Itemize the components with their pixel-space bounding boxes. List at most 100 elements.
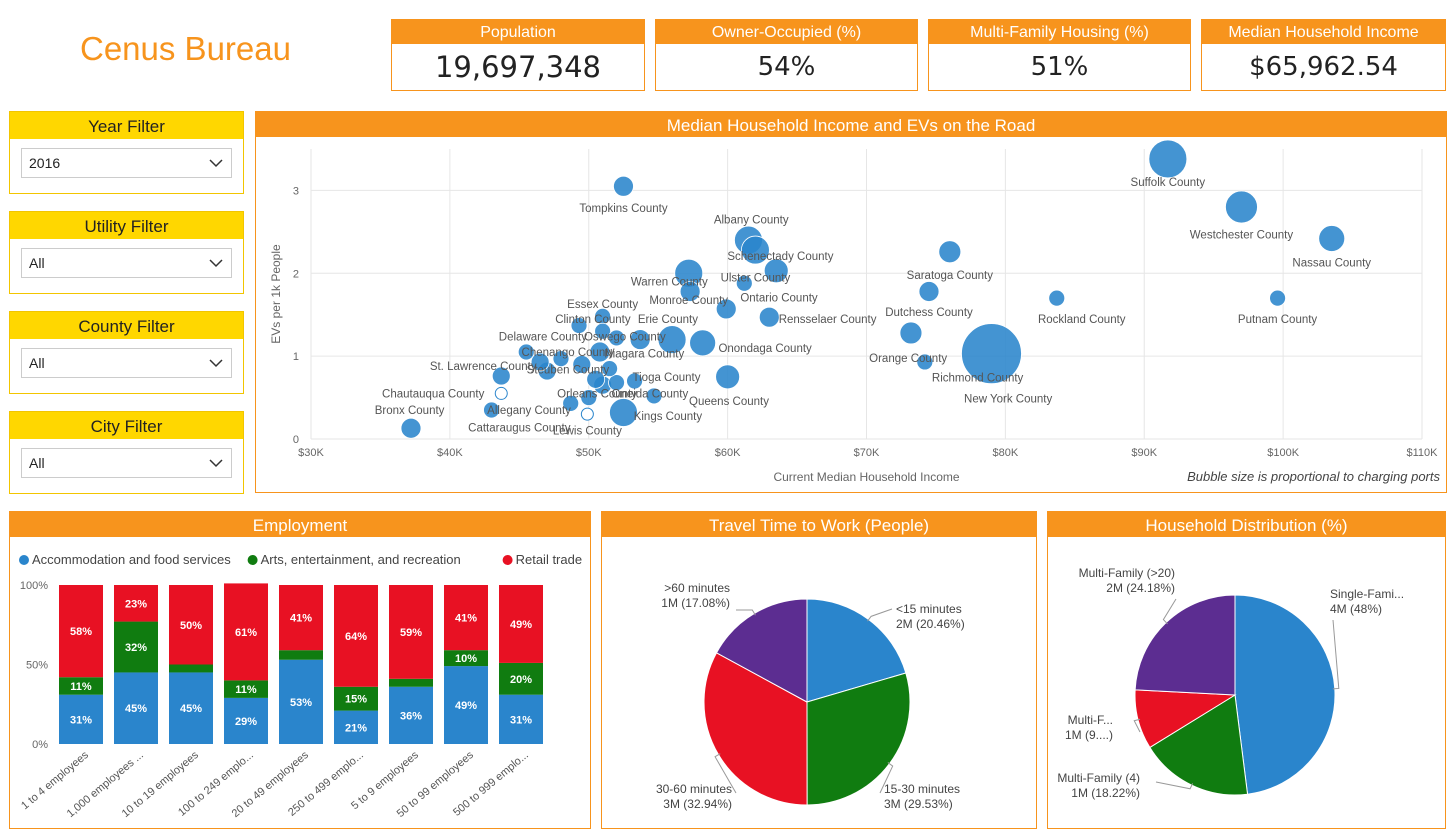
bar-data-label: 31% — [70, 714, 92, 726]
bar-data-label: 11% — [235, 684, 257, 696]
pie-slice-name: 15-30 minutes — [884, 782, 960, 796]
bar-data-label: 36% — [400, 710, 422, 722]
utility-filter-dropdown[interactable]: All — [21, 248, 232, 278]
x-tick-label: $60K — [715, 447, 741, 459]
kpi-label: Owner-Occupied (%) — [656, 20, 917, 44]
bubble-label: Saratoga County — [907, 270, 994, 282]
travel-panel-title: Travel Time to Work (People) — [602, 512, 1036, 537]
bar-segment — [279, 585, 323, 651]
bar-segment — [169, 585, 213, 665]
data-bubble — [916, 353, 934, 371]
scatter-chart: $30K $40K $50K $60K $70K $80K $90K $100K $110K 0 1… — [269, 139, 1440, 484]
bar-data-label: 59% — [400, 627, 422, 639]
bar-segment — [169, 664, 213, 673]
kpi-card-owner-occupied: Owner-Occupied (%) 54% — [655, 19, 918, 91]
x-tick-label: $40K — [437, 447, 463, 459]
chevron-down-icon — [209, 159, 223, 168]
chevron-down-icon — [209, 259, 223, 268]
data-bubble — [715, 364, 741, 390]
bubble-label: Oswego County — [584, 331, 666, 343]
household-pie-chart: Single-Fami...4M (48%)Multi-Family (4)1M… — [1057, 566, 1404, 800]
kpi-value: $65,962.54 — [1249, 52, 1398, 82]
data-bubble — [517, 343, 535, 361]
bubble-label: Ontario County — [740, 292, 818, 304]
chevron-down-icon — [209, 459, 223, 468]
bar-segment — [114, 672, 158, 744]
city-filter-dropdown[interactable]: All — [21, 448, 232, 478]
bubble-label: Niagara County — [604, 349, 684, 361]
bar-data-label: 20% — [510, 674, 532, 686]
pie-slice-value: 1M (9....) — [1065, 728, 1113, 742]
bar-segment — [224, 583, 268, 681]
bar-data-label: 23% — [125, 598, 147, 610]
year-filter-dropdown[interactable]: 2016 — [21, 148, 232, 178]
kpi-label: Median Household Income — [1202, 20, 1445, 44]
data-bubble — [758, 306, 780, 328]
data-bubble — [645, 387, 663, 405]
pie-slice-name: Multi-Family (4) — [1057, 771, 1140, 785]
bar-segment — [334, 585, 378, 687]
bar-data-label: 29% — [235, 716, 257, 728]
bar-segment — [114, 621, 158, 673]
pie-slice — [1234, 594, 1336, 795]
legend-marker — [247, 555, 258, 565]
bar-segment — [279, 650, 323, 660]
y-tick-label: 50% — [26, 660, 48, 672]
bubble-label: Cattaraugus County — [468, 422, 571, 434]
x-tick-label: $100K — [1267, 447, 1299, 459]
dropdown-value: All — [29, 255, 45, 271]
data-bubble — [1148, 139, 1188, 179]
bar-segment — [59, 694, 103, 744]
pie-leader-line — [714, 753, 737, 794]
bar-data-label: 45% — [125, 703, 147, 715]
dashboard-title: Cenus Bureau — [80, 30, 291, 67]
x-tick-label: $80K — [993, 447, 1019, 459]
bar-segment — [444, 666, 488, 744]
bar-data-label: 45% — [180, 703, 202, 715]
pie-leader-line — [867, 608, 893, 622]
kpi-card-population: Population 19,697,348 — [391, 19, 645, 91]
bar-segment — [499, 585, 543, 663]
data-bubble — [689, 329, 717, 357]
bar-segment — [499, 694, 543, 744]
household-panel: Household Distribution (%) Single-Fami..… — [1047, 511, 1446, 829]
kpi-card-median-income: Median Household Income $65,962.54 — [1201, 19, 1446, 91]
bubble-label: Suffolk County — [1131, 177, 1206, 189]
y-axis-title: EVs per 1k People — [269, 244, 283, 344]
data-bubble — [580, 407, 594, 421]
kpi-label: Population — [392, 20, 644, 44]
bubble-label: Orleans County — [557, 388, 637, 400]
bubble-label: Ulster County — [721, 272, 791, 284]
travel-panel: Travel Time to Work (People) <15 minutes… — [601, 511, 1037, 829]
bubble-label: Orange County — [869, 353, 947, 365]
pie-leader-line — [1162, 598, 1177, 625]
data-bubble — [601, 360, 618, 377]
x-axis-title: Current Median Household Income — [773, 470, 959, 484]
pie-slice-value: 4M (48%) — [1330, 602, 1382, 616]
bubble-label: Clinton County — [555, 314, 631, 326]
kpi-value: 19,697,348 — [434, 50, 602, 84]
dropdown-value: All — [29, 455, 45, 471]
x-tick-label: $30K — [298, 447, 324, 459]
bubble-label: Putnam County — [1238, 314, 1318, 326]
bubble-size-note: Bubble size is proportional to charging … — [1187, 469, 1440, 484]
data-bubble — [918, 281, 940, 302]
utility-filter: Utility Filter All — [9, 211, 244, 294]
data-bubble — [1048, 289, 1066, 307]
bubble-label: Chautauqua County — [382, 388, 485, 400]
scatter-panel-title: Median Household Income and EVs on the R… — [256, 112, 1446, 137]
data-bubble — [494, 386, 508, 400]
pie-leader-line — [1155, 781, 1194, 790]
bar-segment — [114, 585, 158, 622]
bar-data-label: 53% — [290, 697, 312, 709]
bar-data-label: 32% — [125, 642, 147, 654]
pie-leader-line — [879, 762, 894, 794]
bubble-label: Lewis County — [553, 426, 622, 438]
x-tick-label: $90K — [1131, 447, 1157, 459]
county-filter-dropdown[interactable]: All — [21, 348, 232, 378]
data-bubble — [491, 366, 511, 386]
bar-data-label: 31% — [510, 714, 532, 726]
dropdown-value: All — [29, 355, 45, 371]
bubble-label: Chenango County — [522, 347, 615, 359]
